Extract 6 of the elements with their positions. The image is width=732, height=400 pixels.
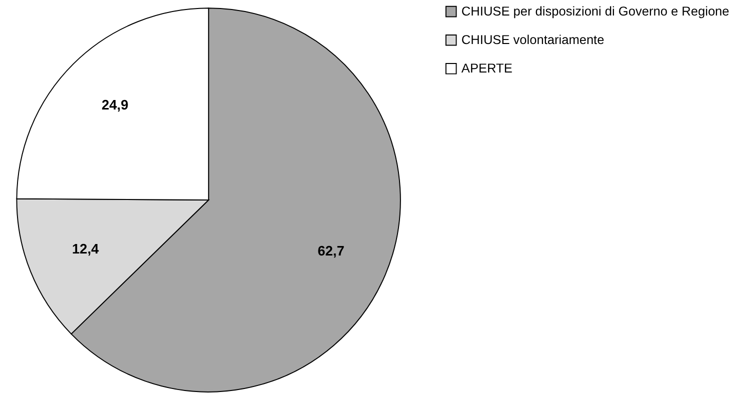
legend-label: APERTE xyxy=(461,60,512,76)
legend-label: CHIUSE volontariamente xyxy=(461,32,604,48)
legend-label: CHIUSE per disposizioni di Governo e Regione xyxy=(461,4,730,19)
data-label: 24,9 xyxy=(102,98,129,113)
data-label: 62,7 xyxy=(318,244,345,259)
data-label: 12,4 xyxy=(72,242,100,257)
